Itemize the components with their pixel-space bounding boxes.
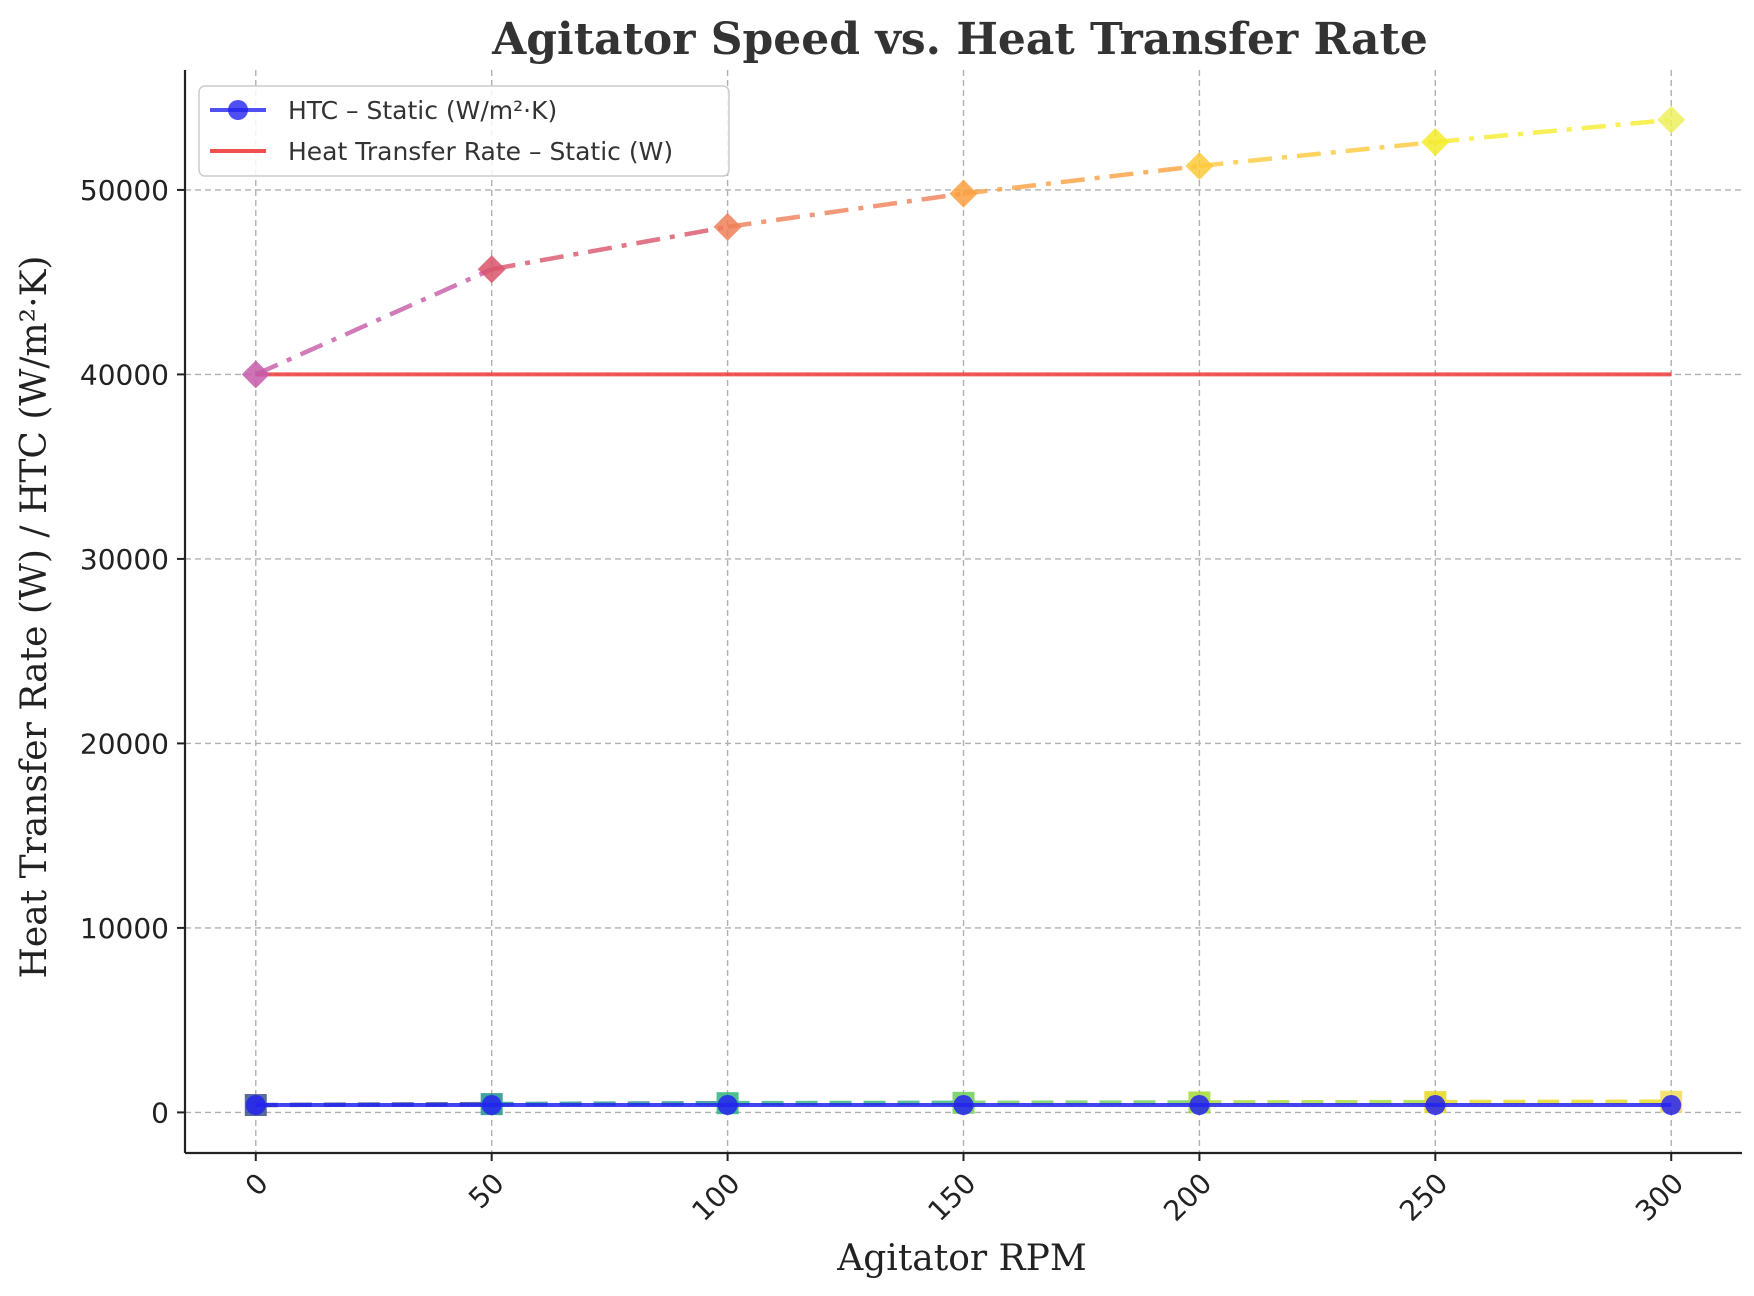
heat-transfer-dynamic-point-0 <box>241 360 270 389</box>
series-layer <box>241 105 1686 1117</box>
x-tick-label: 100 <box>685 1167 746 1228</box>
htc-static-point-2 <box>717 1095 738 1116</box>
chart-title: Agitator Speed vs. Heat Transfer Rate <box>491 14 1428 65</box>
y-tick-label: 0 <box>151 1096 169 1129</box>
heat-transfer-dynamic-point-3 <box>949 179 978 208</box>
heat-transfer-dynamic-segment <box>491 224 728 272</box>
heat-transfer-dynamic-segment <box>1199 139 1436 169</box>
y-tick-label: 40000 <box>80 358 169 391</box>
x-axis-label: Agitator RPM <box>836 1238 1086 1279</box>
x-tick-label: 150 <box>921 1167 982 1228</box>
series-htc-static <box>245 1095 1682 1116</box>
x-tick-label: 250 <box>1393 1167 1454 1228</box>
tick-labels: 0 50 100 150 200 250 300 0 10000 20000 30000 40000 5… <box>80 174 1690 1228</box>
legend-label-heat-transfer-static: Heat Transfer Rate – Static (W) <box>288 137 673 166</box>
series-heat-transfer-dynamic <box>241 105 1686 389</box>
heat-transfer-dynamic-segment <box>1435 117 1672 145</box>
legend-frame <box>198 85 730 177</box>
htc-static-point-4 <box>1189 1095 1210 1116</box>
heat-transfer-dynamic-point-4 <box>1185 151 1214 180</box>
heat-transfer-dynamic-point-6 <box>1657 105 1686 134</box>
heat-transfer-dynamic-segment <box>963 163 1200 196</box>
legend-marker-htc-static <box>228 100 248 120</box>
htc-static-point-5 <box>1425 1095 1446 1116</box>
x-tick-label: 200 <box>1157 1167 1218 1228</box>
y-tick-label: 10000 <box>80 912 169 945</box>
heat-transfer-dynamic-point-2 <box>713 212 742 241</box>
x-tick-label: 0 <box>239 1167 275 1203</box>
y-tick-label: 30000 <box>80 543 169 576</box>
grid-layer <box>185 70 1742 1153</box>
heat-transfer-dynamic-point-1 <box>477 255 506 284</box>
y-tick-label: 50000 <box>80 174 169 207</box>
y-axis-label: Heat Transfer Rate (W) / HTC (W/m²·K) <box>14 256 55 979</box>
y-tick-label: 20000 <box>80 727 169 760</box>
htc-static-point-3 <box>953 1095 974 1116</box>
heat-transfer-dynamic-segment <box>254 267 493 377</box>
htc-static-point-1 <box>481 1095 502 1116</box>
axes-spines <box>177 70 1742 1161</box>
htc-static-point-0 <box>245 1095 266 1116</box>
legend: HTC – Static (W/m²·K) Heat Transfer Rate… <box>198 85 730 177</box>
x-tick-label: 50 <box>462 1167 511 1216</box>
heat-transfer-dynamic-point-5 <box>1421 127 1450 156</box>
x-tick-label: 300 <box>1629 1167 1690 1228</box>
htc-static-point-6 <box>1661 1095 1682 1116</box>
heat-transfer-dynamic-segment <box>727 191 964 230</box>
legend-label-htc-static: HTC – Static (W/m²·K) <box>288 96 557 125</box>
